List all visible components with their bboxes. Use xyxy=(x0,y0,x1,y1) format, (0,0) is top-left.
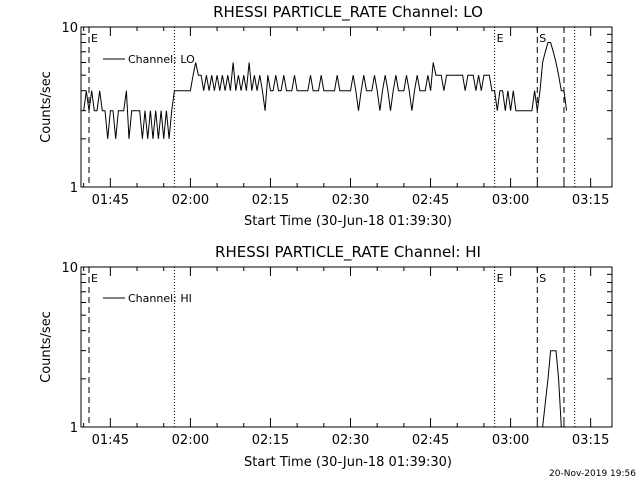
chart-marks-lo: 01:45 02:00 02:15 02:30 02:45 03:00 03:15 1 10 E E… xyxy=(61,21,613,208)
y-tick-label: 10 xyxy=(61,261,78,276)
x-tick-label: 02:15 xyxy=(252,433,289,448)
x-tick-label: 01:45 xyxy=(92,433,129,448)
x-tick-label: 02:00 xyxy=(172,193,209,208)
x-axis-label-hi: Start Time (30-Jun-18 01:39:30) xyxy=(244,455,452,470)
chart-title-lo: RHESSI PARTICLE_RATE Channel: LO xyxy=(213,3,483,22)
x-tick-label: 03:15 xyxy=(572,433,609,448)
y-tick-label: 1 xyxy=(70,421,78,436)
x-tick-label: 03:00 xyxy=(492,433,529,448)
event-marker-label: E xyxy=(497,32,504,45)
x-tick-label: 02:30 xyxy=(332,193,369,208)
legend-label-lo: Channel: LO xyxy=(128,53,195,66)
x-tick-label: 03:15 xyxy=(572,193,609,208)
event-marker-label: S xyxy=(539,272,546,285)
y-tick-label: 1 xyxy=(70,181,78,196)
x-tick-label: 02:30 xyxy=(332,433,369,448)
legend-label-hi: Channel: HI xyxy=(128,292,192,305)
plot-frame-lo xyxy=(80,26,613,188)
chart-marks: 01:45 02:00 02:15 02:30 02:45 03:00 03:15 1 10 E E… xyxy=(61,21,613,448)
chart-panel-lo: RHESSI PARTICLE_RATE Channel: LO Start T… xyxy=(39,3,483,229)
event-marker-label: S xyxy=(539,32,546,45)
y-tick-label: 10 xyxy=(61,21,78,36)
event-marker-label: E xyxy=(497,272,504,285)
x-tick-label: 01:45 xyxy=(92,193,129,208)
plot-frame-hi xyxy=(80,266,613,428)
x-tick-label: 02:45 xyxy=(412,433,449,448)
data-series-lo xyxy=(83,42,568,139)
generation-timestamp: 20-Nov-2019 19:56 xyxy=(549,469,636,479)
data-series-hi xyxy=(542,350,562,428)
event-marker-label: E xyxy=(91,272,98,285)
x-tick-label: 02:15 xyxy=(252,193,289,208)
x-tick-label: 02:45 xyxy=(412,193,449,208)
y-axis-label-hi: Counts/sec xyxy=(39,311,54,383)
event-marker-label: E xyxy=(91,32,98,45)
x-axis-label-lo: Start Time (30-Jun-18 01:39:30) xyxy=(244,214,452,229)
chart-panel-hi: RHESSI PARTICLE_RATE Channel: HI Start T… xyxy=(39,243,481,470)
chart-marks-hi: 01:45 02:00 02:15 02:30 02:45 03:00 03:15 1 10 E E… xyxy=(61,261,613,448)
x-tick-label: 03:00 xyxy=(492,193,529,208)
x-tick-label: 02:00 xyxy=(172,433,209,448)
chart-title-hi: RHESSI PARTICLE_RATE Channel: HI xyxy=(215,243,481,262)
y-axis-label-lo: Counts/sec xyxy=(39,71,54,143)
